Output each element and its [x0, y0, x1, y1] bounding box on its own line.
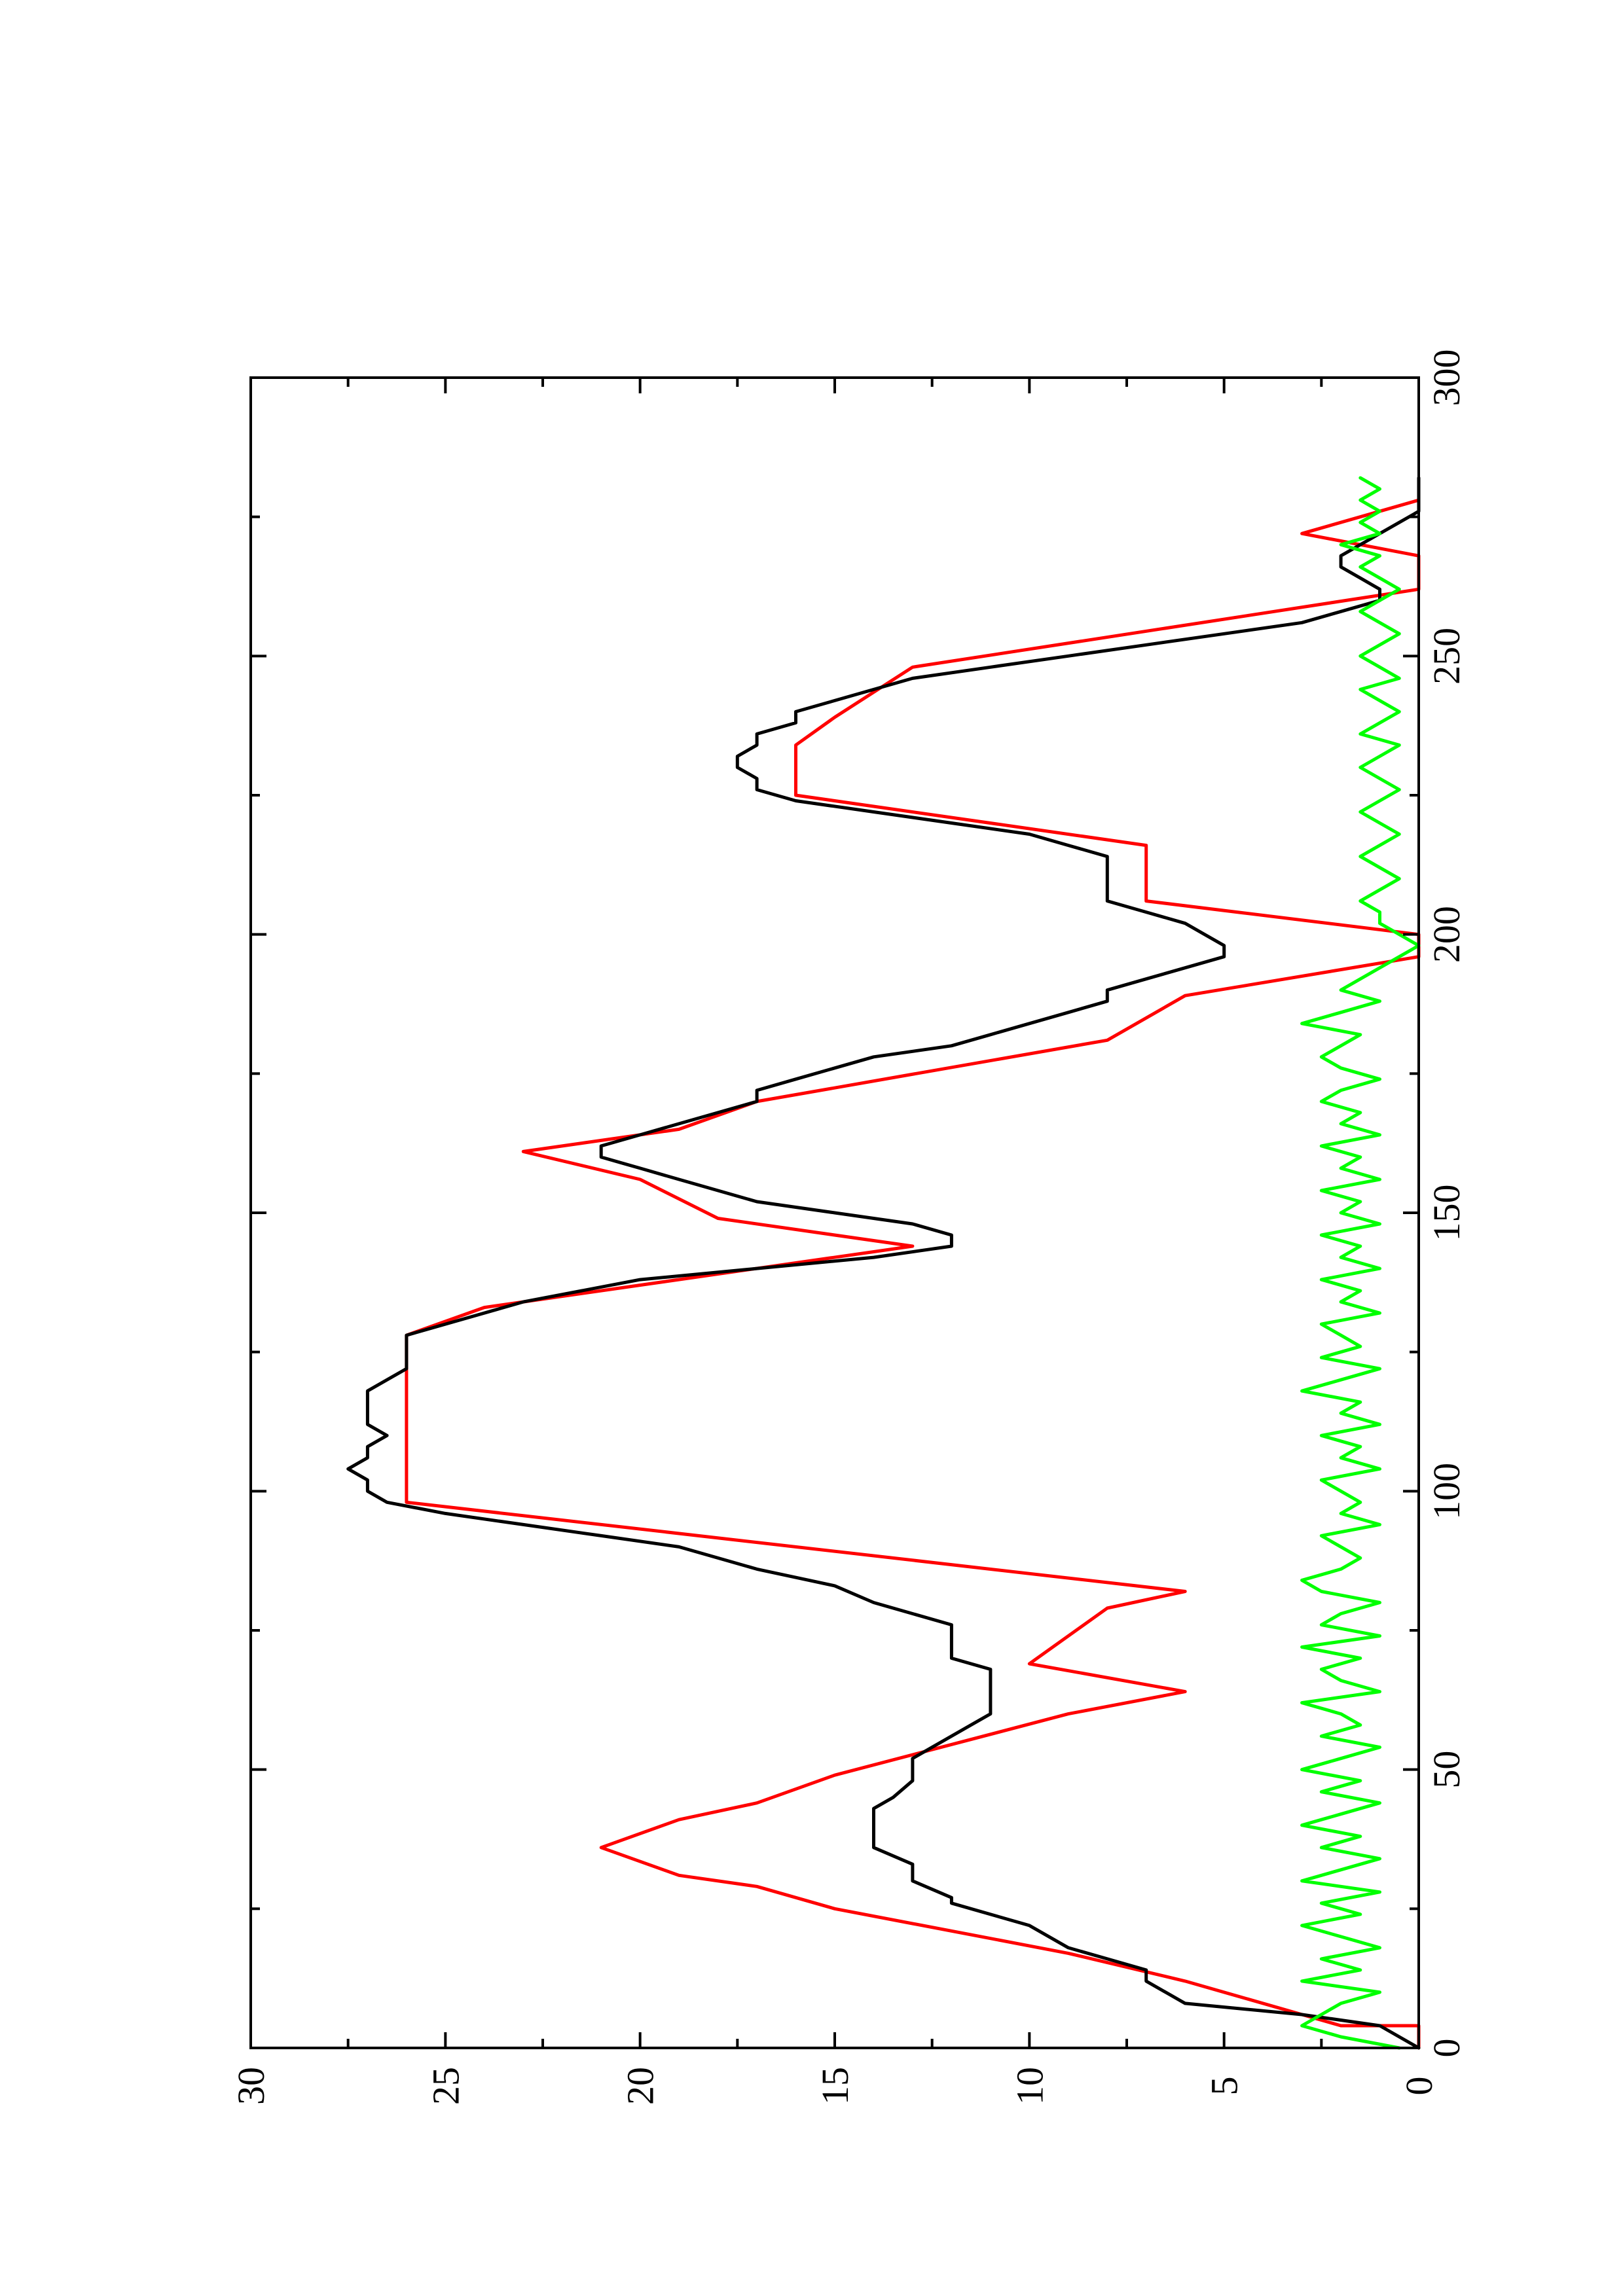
series-line-1 [405, 498, 1421, 2050]
x-tick-label: 150 [1425, 1185, 1468, 1242]
y-tick-label: 25 [424, 2067, 467, 2105]
y-tick-label: 30 [230, 2067, 272, 2105]
series-line-2 [346, 476, 1421, 2050]
y-tick-label: 10 [1008, 2067, 1051, 2105]
x-tick-label: 200 [1425, 906, 1468, 963]
y-tick-label: 20 [619, 2067, 662, 2105]
y-tick-label: 5 [1203, 2077, 1246, 2096]
plot-frame [249, 376, 1420, 2049]
series-layer [346, 476, 1421, 2050]
series-line-3 [1300, 476, 1421, 2050]
x-tick-label: 100 [1425, 1463, 1468, 1520]
x-tick-label: 250 [1425, 628, 1468, 685]
ticks-layer [249, 376, 1420, 2049]
x-tick-label: 300 [1425, 350, 1468, 406]
y-tick-label: 15 [814, 2067, 856, 2105]
x-tick-label: 50 [1425, 1751, 1468, 1789]
x-tick-label: 0 [1425, 2039, 1468, 2058]
y-tick-label: 0 [1398, 2077, 1440, 2096]
tick-labels-layer: 0 50 100 150 200 250 300 0 5 10 15 20 25 30 [230, 350, 1468, 2106]
